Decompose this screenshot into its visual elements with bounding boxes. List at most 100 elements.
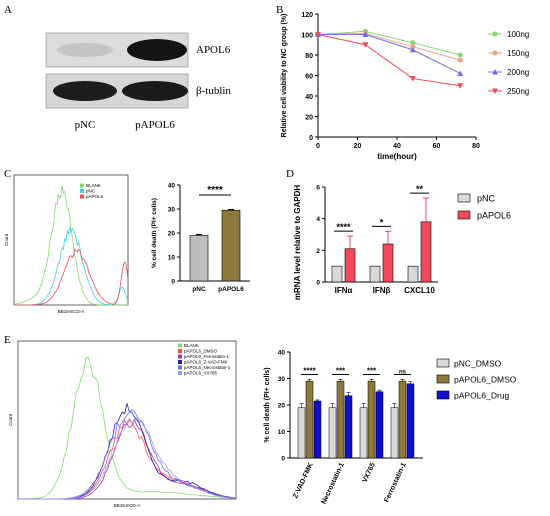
y-tick-label: 6: [316, 185, 320, 192]
legend-swatch: [436, 358, 450, 368]
legend-label-200ng: 200ng: [507, 68, 529, 77]
legend-label: pAPOL6_Z-VAD-FMK: [184, 360, 228, 365]
bar-pAPOL6_DMSO-Ferrostatin-1: [398, 380, 407, 459]
x-tick-label: Necrostatin-1: [321, 462, 346, 506]
legend-label: pAPOL6: [86, 194, 104, 199]
y-tick-label: 10: [278, 429, 286, 436]
mrna-bar-chart: 0 2 4 6 **** IFNα * IFNβ ** CXCL10 mRNA level rela…: [293, 184, 511, 300]
data-point: [410, 40, 416, 46]
data-point: [362, 31, 369, 37]
x-tick-label: 80: [472, 143, 480, 150]
significance-label: ***: [367, 367, 377, 376]
y-axis-label: % cell death (PI+ cells): [264, 367, 271, 442]
y-tick-label: 30: [168, 207, 176, 214]
x-tick-label: Ferrostatin-1: [383, 462, 407, 504]
bar-pAPOL6_Drug-Ferrostatin-1: [406, 383, 415, 459]
flow-histogram-e: BLANKpAPOL6_DMSOpAPOL6_Ferrostatin-1pAPO…: [8, 340, 237, 508]
band-apol6-pnc: [57, 43, 113, 57]
legend-marker: [492, 88, 498, 94]
data-point: [409, 46, 416, 53]
data-point: [409, 76, 416, 82]
bar-pAPOL6-IFNα: [344, 248, 356, 283]
legend-swatch: [178, 343, 182, 348]
legend-swatch: [178, 365, 182, 370]
legend-label: pNC: [86, 189, 96, 194]
bar-pNC-IFNα: [331, 265, 343, 283]
panel-label-e: E: [4, 334, 11, 346]
legend-label-250ng: 250ng: [507, 87, 529, 96]
legend-swatch: [80, 183, 84, 188]
y-tick-label: 100: [301, 33, 313, 40]
y-tick-label: 2: [316, 248, 320, 255]
y-tick-label: 0: [171, 279, 175, 286]
significance-label: ****: [336, 222, 351, 232]
series-line-100ng: [317, 30, 461, 56]
y-tick-label: 80: [305, 53, 313, 60]
data-point: [457, 70, 464, 76]
y-tick-label: 40: [168, 183, 176, 190]
legend-swatch: [178, 371, 182, 375]
bar-pAPOL6_Drug-Z-VAD-FMK: [313, 400, 322, 459]
western-blot-panel: APOL6 β-tublin pNC pAPOL6: [45, 32, 231, 131]
legend-swatch: [457, 210, 471, 220]
bar-pAPOL6: [221, 209, 241, 282]
series-line-250ng: [317, 34, 461, 87]
y-axis-label: Count: [4, 233, 9, 246]
legend-label: BLANK: [184, 343, 199, 348]
legend-label: pAPOL6_DMSO: [184, 349, 218, 354]
x-axis-label: time(hour): [377, 152, 417, 161]
y-tick-label: 0: [309, 135, 313, 142]
panel-label-b: B: [276, 4, 284, 16]
y-axis-label: Relative cell viability to NC group (%): [281, 14, 288, 138]
histogram-curve: [18, 356, 237, 500]
x-tick-label: 20: [354, 143, 362, 150]
legend-swatch: [457, 193, 471, 203]
bar-pNC-CXCL10: [407, 265, 419, 283]
x-tick-label: CXCL10: [404, 286, 435, 295]
significance-label: ns: [399, 370, 407, 376]
legend-marker: [492, 69, 498, 75]
data-point: [315, 32, 321, 38]
cell-death-bar-chart-e: 0 10 20 30 40 **** Z-VAD-FMK *** Necrostatin-1 **…: [264, 350, 517, 506]
lane-label-papol6: pAPOL6: [135, 119, 175, 131]
significance-label: ****: [207, 185, 223, 196]
x-tick-label: pAPOL6: [218, 286, 244, 293]
y-axis-label: % cell death (PI+ cells): [151, 198, 158, 268]
band-label-tubulin: β-tublin: [196, 85, 231, 97]
bar-pAPOL6_DMSO-VX765: [367, 380, 376, 459]
y-tick-label: 0: [316, 280, 320, 287]
legend-label: BLANK: [86, 183, 101, 188]
legend-swatch: [436, 374, 450, 384]
x-tick-label: 40: [393, 143, 401, 150]
y-tick-label: 20: [305, 115, 313, 122]
legend-label-pAPOL6: pAPOL6: [477, 211, 511, 221]
x-tick-label: pNC: [192, 286, 206, 293]
legend-label: pAPOL6_VX765: [184, 371, 218, 376]
bar-pNC_DMSO-Necrostatin-1: [328, 407, 337, 459]
bar-pNC_DMSO-Z-VAD-FMK: [297, 407, 306, 459]
data-point: [410, 44, 416, 50]
viability-line-chart: 0 20 40 60 80 100 120 0 20 40 60 80 time(hour) Relati…: [281, 12, 529, 161]
bar-pAPOL6_DMSO-Necrostatin-1: [336, 380, 345, 459]
legend-label-pAPOL6_Drug: pAPOL6_Drug: [454, 391, 510, 401]
band-tubulin-papol6: [122, 81, 188, 101]
legend-label-pAPOL6_DMSO: pAPOL6_DMSO: [454, 375, 517, 385]
bar-pAPOL6_DMSO-Z-VAD-FMK: [305, 380, 314, 459]
panel-label-c: C: [4, 168, 12, 180]
bar-pNC_DMSO-Ferrostatin-1: [390, 407, 399, 459]
y-tick-label: 40: [278, 350, 286, 357]
x-tick-label: Z-VAD-FMK: [292, 462, 315, 500]
x-tick-label: VX765: [362, 462, 377, 484]
legend-swatch: [178, 349, 182, 353]
legend-swatch: [80, 189, 84, 193]
data-point: [362, 42, 369, 48]
y-tick-label: 20: [168, 231, 176, 238]
plot-frame: [17, 340, 237, 500]
legend-marker: [492, 50, 498, 56]
bar-pNC-IFNβ: [369, 265, 381, 283]
legend-label-pNC_DMSO: pNC_DMSO: [454, 359, 502, 369]
y-tick-label: 20: [278, 403, 286, 410]
x-tick-label: IFNα: [335, 286, 353, 295]
histogram-curve: [18, 417, 237, 500]
